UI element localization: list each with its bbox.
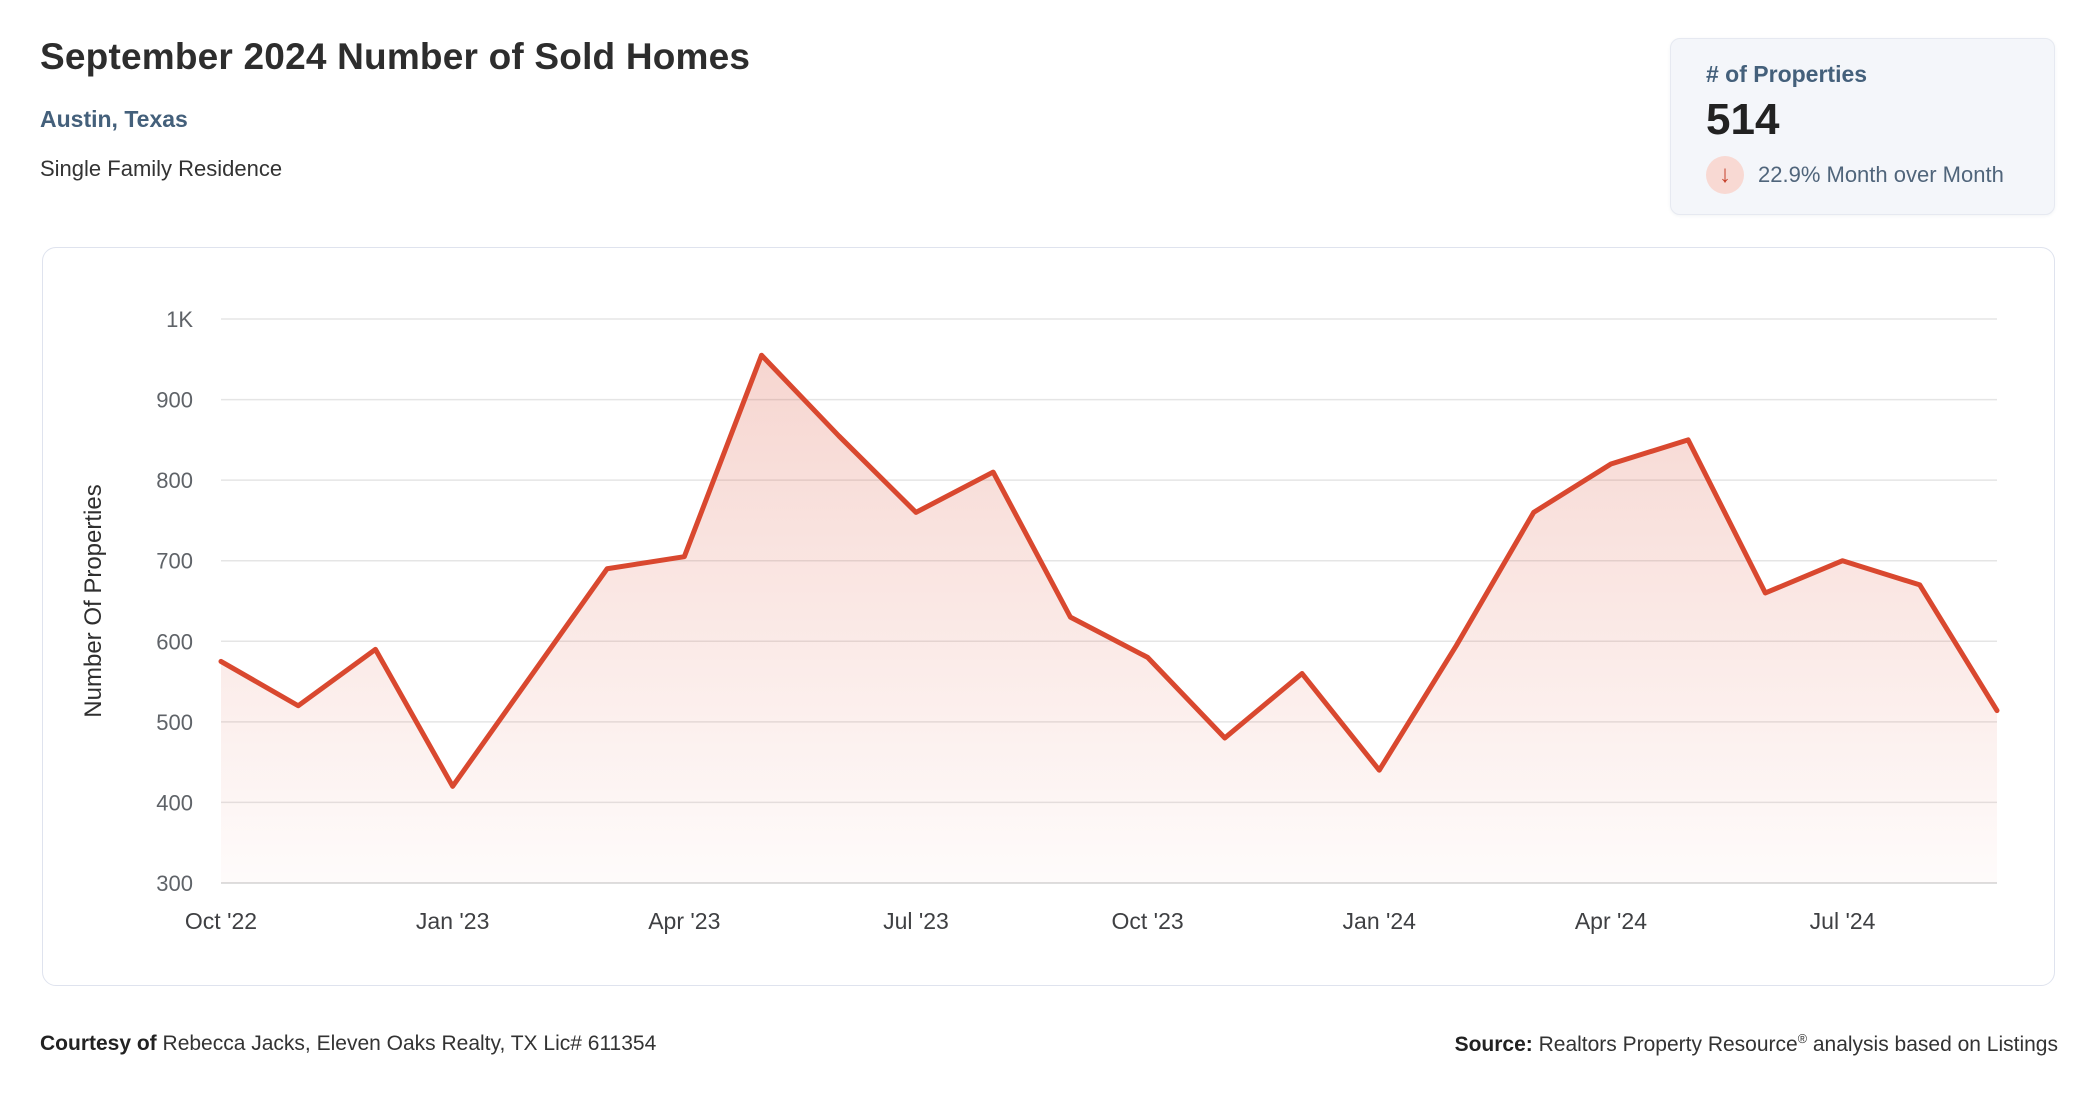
courtesy-label: Courtesy of: [40, 1032, 157, 1055]
svg-text:Apr '24: Apr '24: [1575, 908, 1647, 934]
source-text: Realtors Property Resource: [1532, 1033, 1798, 1056]
svg-text:800: 800: [156, 468, 193, 493]
svg-text:Apr '23: Apr '23: [648, 908, 720, 934]
page-title: September 2024 Number of Sold Homes: [40, 36, 751, 77]
source-text-tail: analysis based on Listings: [1807, 1033, 2058, 1056]
stat-card-label: # of Properties: [1706, 61, 1868, 87]
courtesy-credit: Courtesy of Rebecca Jacks, Eleven Oaks R…: [40, 1032, 656, 1056]
svg-text:400: 400: [156, 790, 193, 815]
stat-card-change-text: 22.9% Month over Month: [1758, 162, 2004, 187]
svg-text:300: 300: [156, 871, 193, 896]
sold-homes-area-chart: 300 400 500 600 700 800 900 1K Oct '22 Jan '23 Apr…: [80, 307, 2000, 934]
svg-text:900: 900: [156, 388, 193, 413]
courtesy-text: Rebecca Jacks, Eleven Oaks Realty, TX Li…: [156, 1032, 657, 1055]
x-axis-labels: Oct '22 Jan '23 Apr '23 Jul '23 Oct '23 Jan '…: [185, 908, 1876, 934]
area-fill: [221, 355, 1997, 883]
stat-card-change-row: ↓ 22.9% Month over Month: [1706, 156, 2054, 194]
svg-text:Jan '23: Jan '23: [416, 908, 489, 934]
arrow-down-icon: ↓: [1706, 156, 1744, 194]
svg-text:500: 500: [156, 710, 193, 735]
stat-card-value: 514: [1706, 95, 1780, 144]
svg-text:Jan '24: Jan '24: [1343, 908, 1417, 934]
trend-line: [218, 352, 2000, 789]
svg-text:1K: 1K: [166, 307, 193, 332]
registered-trademark-icon: ®: [1797, 1032, 1807, 1046]
svg-text:700: 700: [156, 549, 193, 574]
svg-text:Oct '22: Oct '22: [185, 908, 257, 934]
svg-text:Jul '23: Jul '23: [883, 908, 949, 934]
svg-text:600: 600: [156, 629, 193, 654]
svg-text:Jul '24: Jul '24: [1810, 908, 1876, 934]
y-axis-labels: 300 400 500 600 700 800 900 1K: [156, 307, 193, 896]
svg-text:Oct '23: Oct '23: [1112, 908, 1184, 934]
source-credit: Source: Realtors Property Resource® anal…: [1455, 1032, 2058, 1057]
location-subtitle: Austin, Texas: [40, 106, 188, 132]
properties-stat-card: # of Properties 514 ↓ 22.9% Month over M…: [1670, 38, 2055, 215]
y-axis-title: Number Of Properties: [80, 484, 107, 717]
sold-homes-chart-card: 300 400 500 600 700 800 900 1K Oct '22 Jan '23 Apr…: [42, 247, 2055, 986]
property-type-label: Single Family Residence: [40, 156, 283, 181]
source-label: Source:: [1454, 1033, 1533, 1056]
